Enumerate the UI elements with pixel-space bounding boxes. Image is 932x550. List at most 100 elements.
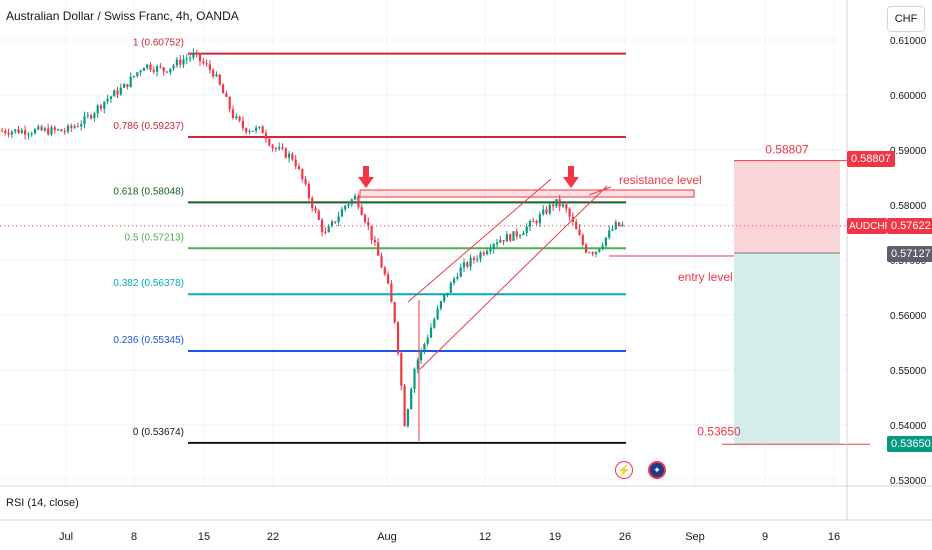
candle-body [202, 61, 205, 64]
candle-body [337, 216, 340, 223]
candle-body [410, 389, 413, 410]
candle-body [172, 65, 175, 69]
candle-body [548, 204, 551, 214]
candle-body [416, 360, 419, 369]
candle-body [558, 199, 561, 207]
candle-body [63, 131, 66, 133]
candle-body [486, 251, 489, 255]
candle-body [525, 226, 528, 234]
resistance-zone [359, 189, 695, 198]
candle-body [433, 319, 436, 328]
candle-body [406, 409, 409, 427]
candle-body [255, 127, 258, 131]
candle-body [169, 68, 172, 73]
candle-body [466, 262, 469, 267]
candle-body [136, 72, 139, 76]
candle-body [565, 204, 568, 209]
resistance-label: resistance level [619, 173, 702, 187]
candle-body [611, 229, 614, 231]
candle-body [307, 184, 310, 198]
rsi-indicator-label[interactable]: RSI (14, close) [6, 497, 79, 509]
candle-body [123, 83, 126, 88]
resistance-pointer [588, 186, 612, 196]
candle-body [354, 195, 357, 200]
candle-body [142, 68, 145, 71]
candle-body [413, 368, 416, 390]
candle-body [347, 204, 350, 206]
candle-body [367, 222, 370, 226]
candle-body [535, 221, 538, 224]
candle-body [156, 66, 159, 72]
candle-body [17, 129, 20, 134]
candle-body [334, 221, 337, 223]
candle-body [327, 226, 330, 233]
candle-body [106, 98, 109, 102]
candle-body [344, 205, 347, 210]
candle-body [291, 153, 294, 160]
candle-body [248, 131, 251, 133]
candle-body [43, 128, 46, 131]
time-tick-label: 9 [762, 531, 768, 543]
entry-level-label: entry level [678, 270, 733, 284]
candle-body [281, 147, 284, 149]
candle-body [340, 209, 343, 217]
candle-body [7, 133, 10, 135]
candle-body [241, 120, 244, 129]
candle-body [284, 148, 287, 158]
flag-icon[interactable]: ✦ [648, 461, 666, 479]
candle-body [370, 225, 373, 240]
price-tick-label: 0.58000 [890, 201, 927, 212]
candle-body [264, 133, 268, 139]
candle-body [20, 130, 23, 134]
candle-body [330, 221, 334, 227]
candle-body [469, 257, 472, 267]
candle-body [235, 116, 238, 119]
candle-body [459, 267, 462, 277]
time-tick-label: 12 [479, 531, 491, 543]
arrow-head [563, 177, 579, 188]
time-tick-label: 22 [267, 531, 279, 543]
candle-body [212, 69, 215, 77]
candle-body [403, 385, 406, 427]
candle-body [505, 234, 508, 242]
arrow-shaft [568, 166, 574, 177]
currency-button[interactable]: CHF [887, 6, 925, 32]
lightning-icon[interactable]: ⚡ [615, 461, 633, 479]
fib-level-label: 0.236 (0.55345) [113, 335, 184, 346]
target-zone [734, 160, 840, 254]
candle-body [321, 219, 324, 232]
candle-body [555, 199, 558, 207]
candle-body [598, 249, 601, 252]
candle-body [53, 127, 56, 130]
time-tick-label: 19 [549, 531, 561, 543]
candle-body [93, 113, 96, 119]
candle-body [0, 130, 4, 132]
candle-body [103, 101, 106, 109]
fib-level-label: 0 (0.53674) [133, 427, 184, 438]
time-tick-label: 8 [131, 531, 137, 543]
last-price-badge: 0.57622 [887, 218, 932, 234]
stop-text: 0.53650 [697, 424, 741, 438]
candle-body [439, 301, 442, 309]
candle-body [449, 282, 452, 293]
candle-body [608, 230, 611, 238]
candle-body [601, 245, 604, 250]
candle-body [436, 308, 439, 320]
candle-body [146, 64, 149, 69]
candle-body [476, 259, 479, 261]
candle-body [482, 252, 485, 255]
candle-body [40, 126, 43, 131]
fib-level-label: 0.5 (0.57213) [125, 232, 185, 243]
candle-body [578, 229, 581, 236]
candle-body [271, 145, 274, 148]
time-tick-label: Sep [685, 531, 705, 543]
candle-body [189, 57, 192, 59]
candle-body [420, 350, 423, 361]
candle-body [499, 240, 502, 243]
candle-body [4, 130, 7, 134]
down-arrow-icon [358, 166, 374, 188]
entry-price-badge: 0.57127 [887, 246, 932, 262]
time-tick-label: Jul [59, 531, 73, 543]
candle-body [495, 242, 499, 245]
